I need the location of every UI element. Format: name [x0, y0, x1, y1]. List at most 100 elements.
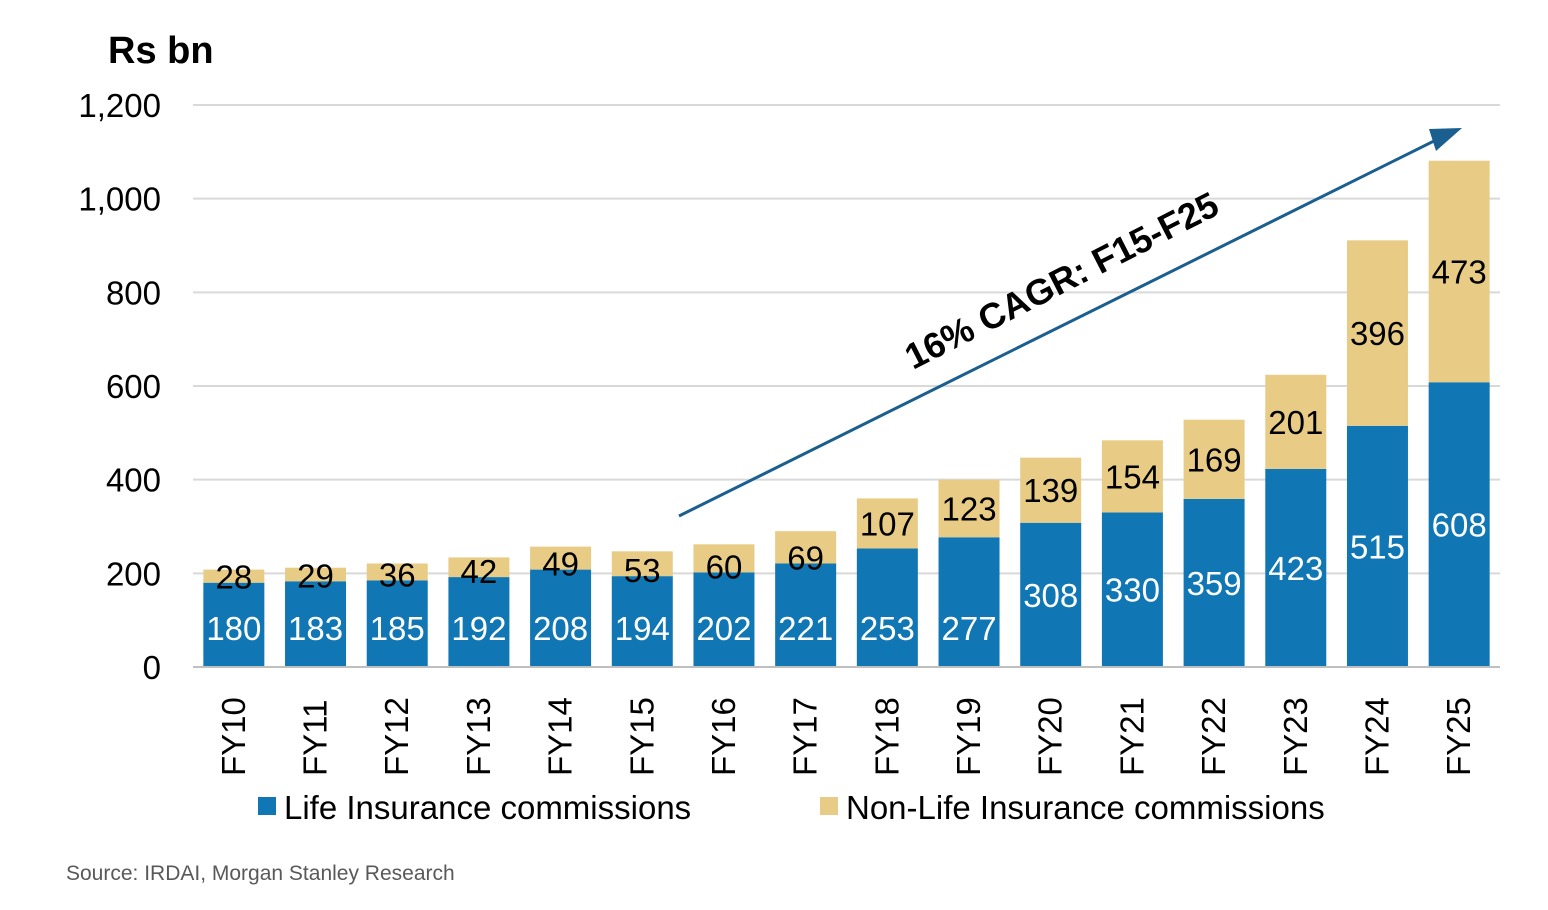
- x-tick-label: FY11: [297, 700, 334, 776]
- x-tick-label: FY12: [378, 697, 415, 776]
- nonlife-bar: [1020, 457, 1082, 523]
- life-value-label: 208: [533, 610, 588, 647]
- cagr-annotation-text: 16% CAGR: F15-F25: [898, 183, 1225, 377]
- nonlife-value-label: 60: [706, 548, 743, 585]
- x-tick-label: FY17: [787, 697, 824, 776]
- legend-nonlife-label: Non-Life Insurance commissions: [846, 789, 1325, 826]
- nonlife-value-label: 201: [1268, 404, 1323, 441]
- x-tick-label: FY14: [542, 697, 579, 776]
- life-value-label: 221: [778, 610, 833, 647]
- bars: [203, 160, 1490, 667]
- life-bar: [203, 582, 265, 667]
- x-axis-category-labels: FY10 FY11 FY12 FY13 FY14 FY15 FY16 FY17 FY18 FY19…: [215, 697, 1477, 776]
- life-value-label: 277: [942, 610, 997, 647]
- nonlife-value-label: 69: [787, 539, 824, 576]
- nonlife-value-label: 107: [860, 505, 915, 542]
- nonlife-bar: [693, 544, 755, 573]
- nonlife-bar: [938, 479, 1000, 538]
- nonlife-bar: [611, 551, 673, 577]
- nonlife-value-label: 36: [379, 556, 416, 593]
- life-bar: [366, 580, 428, 667]
- nonlife-value-label: 123: [942, 490, 997, 527]
- life-bar: [775, 563, 837, 667]
- y-tick-label: 1,000: [78, 181, 161, 218]
- legend: Life Insurance commissions Non-Life Insu…: [258, 789, 1325, 826]
- y-axis-ticks: 0 200 400 600 800 1,000 1,200: [78, 87, 161, 686]
- nonlife-bar: [285, 567, 347, 582]
- life-value-label: 180: [206, 610, 261, 647]
- nonlife-value-label: 53: [624, 552, 661, 589]
- nonlife-bar: [1428, 160, 1490, 383]
- nonlife-value-label: 49: [542, 546, 579, 583]
- y-tick-label: 600: [106, 368, 161, 405]
- nonlife-value-label: 396: [1350, 315, 1405, 352]
- life-bar: [611, 576, 673, 667]
- legend-nonlife-swatch: [820, 797, 838, 815]
- nonlife-bar: [203, 569, 265, 583]
- cagr-arrow-line: [678, 137, 1439, 518]
- life-value-label: 194: [615, 610, 670, 647]
- x-tick-label: FY23: [1277, 697, 1314, 776]
- x-tick-label: FY25: [1440, 697, 1477, 776]
- life-bar: [448, 577, 510, 667]
- life-bar: [1020, 522, 1082, 667]
- x-tick-label: FY16: [705, 697, 742, 776]
- life-bar: [1183, 498, 1245, 667]
- nonlife-value-label: 42: [461, 553, 498, 590]
- life-bar: [285, 581, 347, 667]
- source-note: Source: IRDAI, Morgan Stanley Research: [66, 862, 455, 885]
- x-tick-label: FY20: [1032, 697, 1069, 776]
- x-tick-label: FY22: [1195, 697, 1232, 776]
- life-bar: [1265, 468, 1327, 667]
- nonlife-bar: [775, 531, 837, 564]
- nonlife-bar: [1265, 374, 1327, 469]
- life-value-label: 253: [860, 610, 915, 647]
- nonlife-bar: [1346, 240, 1408, 426]
- life-value-label: 202: [696, 610, 751, 647]
- data-labels: 180 28 183 29 185 36 192 42 208 49 194 53 202 60 221 69…: [206, 253, 1486, 647]
- nonlife-bar: [448, 557, 510, 578]
- life-value-label: 183: [288, 610, 343, 647]
- life-value-label: 185: [370, 610, 425, 647]
- life-bar: [938, 537, 1000, 667]
- y-tick-label: 800: [106, 274, 161, 311]
- nonlife-bar: [366, 563, 428, 581]
- nonlife-bar: [1101, 440, 1163, 513]
- x-tick-label: FY10: [215, 697, 252, 776]
- cagr-arrow-head: [1429, 128, 1462, 151]
- nonlife-value-label: 29: [297, 557, 334, 594]
- nonlife-value-label: 28: [215, 559, 252, 596]
- x-tick-label: FY24: [1358, 697, 1395, 776]
- life-value-label: 608: [1432, 507, 1487, 544]
- y-tick-label: 0: [143, 649, 161, 686]
- life-value-label: 308: [1023, 577, 1078, 614]
- life-value-label: 359: [1187, 565, 1242, 602]
- nonlife-value-label: 473: [1432, 253, 1487, 290]
- y-tick-label: 400: [106, 462, 161, 499]
- life-bar: [1428, 382, 1490, 667]
- life-bar: [530, 569, 592, 667]
- x-tick-label: FY15: [623, 697, 660, 776]
- nonlife-bar: [1183, 419, 1245, 499]
- life-value-label: 330: [1105, 572, 1160, 609]
- nonlife-bar: [530, 546, 592, 570]
- x-tick-label: FY19: [950, 697, 987, 776]
- x-tick-label: FY21: [1113, 697, 1150, 776]
- x-tick-label: FY18: [868, 697, 905, 776]
- life-bar: [856, 548, 918, 667]
- nonlife-value-label: 139: [1023, 472, 1078, 509]
- life-bar: [693, 572, 755, 667]
- life-bar: [1101, 512, 1163, 667]
- y-tick-label: 1,200: [78, 87, 161, 124]
- life-value-label: 515: [1350, 528, 1405, 565]
- nonlife-bar: [856, 498, 918, 549]
- life-value-label: 423: [1268, 550, 1323, 587]
- life-bar: [1346, 425, 1408, 667]
- life-value-label: 192: [451, 610, 506, 647]
- legend-life-label: Life Insurance commissions: [284, 789, 691, 826]
- y-tick-label: 200: [106, 555, 161, 592]
- nonlife-value-label: 154: [1105, 458, 1160, 495]
- y-axis-unit-label: Rs bn: [108, 30, 214, 72]
- x-tick-label: FY13: [460, 697, 497, 776]
